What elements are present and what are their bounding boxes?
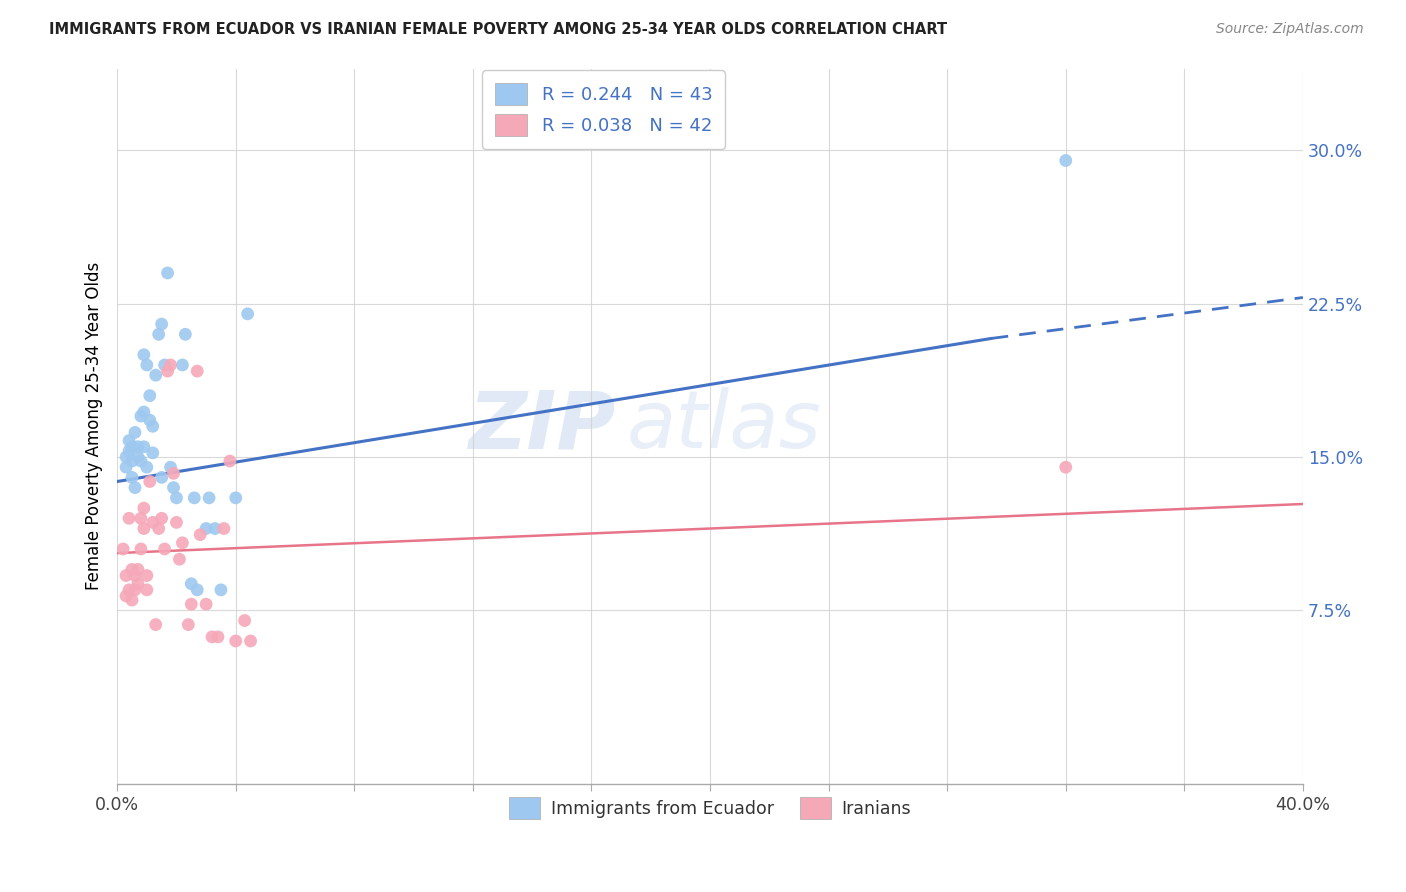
Point [180,597,202,611]
Point [156,364,179,378]
Point [172,358,194,372]
Y-axis label: Female Poverty Among 25-34 Year Olds: Female Poverty Among 25-34 Year Olds [86,262,103,591]
Point [112,541,135,556]
Point [159,358,181,372]
Point [127,576,149,591]
Point [233,614,256,628]
Point [129,409,152,423]
Point [132,522,155,536]
Point [129,454,152,468]
Point [225,491,247,505]
Point [153,358,176,372]
Point [172,536,194,550]
Point [135,568,157,582]
Point [121,440,143,454]
Point [142,419,165,434]
Point [118,434,141,448]
Point [142,446,165,460]
Point [148,522,170,536]
Text: IMMIGRANTS FROM ECUADOR VS IRANIAN FEMALE POVERTY AMONG 25-34 YEAR OLDS CORRELAT: IMMIGRANTS FROM ECUADOR VS IRANIAN FEMAL… [49,22,948,37]
Point [124,582,146,597]
Point [195,522,218,536]
Point [121,593,143,607]
Point [177,617,200,632]
Point [207,630,229,644]
Point [118,511,141,525]
Point [166,491,188,505]
Point [201,630,224,644]
Point [115,450,138,464]
Point [135,582,157,597]
Point [142,516,165,530]
Point [204,522,226,536]
Point [188,527,211,541]
Point [150,470,173,484]
Point [132,440,155,454]
Point [115,568,138,582]
Point [209,582,232,597]
Point [121,454,143,468]
Point [115,589,138,603]
Point [139,389,162,403]
Legend: Immigrants from Ecuador, Iranians: Immigrants from Ecuador, Iranians [502,790,918,825]
Point [127,562,149,576]
Point [236,307,259,321]
Point [132,405,155,419]
Point [186,364,208,378]
Point [148,327,170,342]
Point [186,582,208,597]
Point [121,470,143,484]
Point [124,568,146,582]
Point [118,443,141,458]
Point [169,552,191,566]
Point [132,348,155,362]
Point [150,317,173,331]
Point [118,582,141,597]
Point [159,460,181,475]
Point [180,576,202,591]
Text: ZIP: ZIP [468,387,616,466]
Point [183,491,205,505]
Point [212,522,235,536]
Point [198,491,221,505]
Point [162,481,184,495]
Point [239,634,262,648]
Point [124,425,146,440]
Point [153,541,176,556]
Point [145,617,167,632]
Point [156,266,179,280]
Point [127,450,149,464]
Point [129,541,152,556]
Text: Source: ZipAtlas.com: Source: ZipAtlas.com [1216,22,1364,37]
Point [139,413,162,427]
Point [115,460,138,475]
Point [1054,460,1077,475]
Text: atlas: atlas [627,387,821,466]
Point [139,475,162,489]
Point [225,634,247,648]
Point [124,481,146,495]
Point [121,562,143,576]
Point [129,511,152,525]
Point [166,516,188,530]
Point [132,501,155,516]
Point [145,368,167,383]
Point [1054,153,1077,168]
Point [150,511,173,525]
Point [127,440,149,454]
Point [174,327,197,342]
Point [135,460,157,475]
Point [135,358,157,372]
Point [218,454,240,468]
Point [195,597,218,611]
Point [162,467,184,481]
